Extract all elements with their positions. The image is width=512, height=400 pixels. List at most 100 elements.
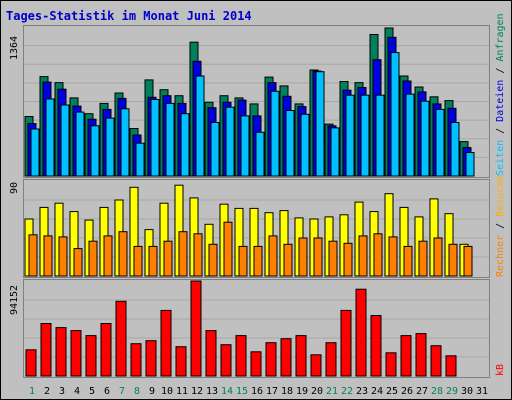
bar-seiten: [120, 108, 130, 177]
bar-seiten: [435, 108, 445, 177]
bar-kb: [160, 309, 172, 377]
bar-kb: [295, 335, 307, 377]
bar-seiten: [465, 152, 475, 177]
x-tick-label: 4: [74, 386, 80, 397]
x-axis-labels: 1 2 3 4 5 6 7 8 9 10 11 12 13 14 15 16 17 18 19 20 21 22 23 24 2…: [29, 386, 488, 397]
panel-middle-frame: [23, 179, 490, 278]
bar-rechner: [238, 245, 248, 277]
bar-kb: [205, 330, 217, 377]
bar-seiten: [450, 122, 460, 177]
panel-frames: [23, 25, 490, 378]
bar-seiten: [225, 106, 235, 177]
bar-seiten: [240, 115, 250, 177]
x-tick-label: 3: [59, 386, 65, 397]
bar-kb: [115, 300, 127, 377]
bar-seiten: [405, 93, 415, 177]
bar-rechner: [223, 221, 233, 277]
bar-rechner: [463, 245, 473, 277]
x-tick-label: 22: [341, 386, 353, 397]
legend-sep-1: /: [495, 122, 506, 140]
x-tick-label: 5: [89, 386, 95, 397]
panel-bottom-frame: [23, 279, 490, 378]
bar-kb: [415, 333, 427, 377]
bar-seiten: [345, 94, 355, 177]
bar-seiten: [150, 99, 160, 177]
chart-title: Tages-Statistik im Monat Juni 2014: [6, 9, 252, 23]
bar-rechner: [118, 231, 128, 277]
bar-rechner: [178, 231, 188, 277]
bar-kb: [130, 343, 142, 377]
x-tick-label: 8: [134, 386, 140, 397]
x-tick-label: 29: [446, 386, 458, 397]
x-tick-label: 28: [431, 386, 443, 397]
bar-kb: [145, 340, 157, 377]
x-tick-label: 10: [161, 386, 173, 397]
bar-rechner: [28, 234, 38, 277]
legend-dateien: Dateien: [495, 80, 506, 122]
bar-rechner: [148, 245, 158, 277]
legend-kb: kB: [495, 364, 506, 376]
x-tick-label: 20: [311, 386, 323, 397]
bar-rechner: [313, 237, 323, 277]
y-max-label-top: 1364: [9, 36, 20, 60]
bar-rechner: [193, 233, 203, 277]
bar-kb: [340, 309, 352, 377]
bar-seiten: [135, 142, 145, 177]
bar-rechner: [208, 243, 218, 277]
bar-rechner: [133, 245, 143, 277]
x-tick-label: 11: [176, 386, 188, 397]
x-tick-label: 26: [401, 386, 413, 397]
bar-rechner: [163, 240, 173, 277]
bar-seiten: [285, 110, 295, 177]
bar-seiten: [180, 113, 190, 177]
legend-anfragen: Anfragen: [495, 13, 506, 61]
bar-rechner: [328, 240, 338, 277]
legend-sep-2: /: [495, 62, 506, 80]
x-tick-label: 9: [149, 386, 155, 397]
bar-rechner: [58, 236, 68, 277]
bar-kb: [355, 288, 367, 377]
x-tick-label: 27: [416, 386, 428, 397]
x-tick-label: 15: [236, 386, 248, 397]
y-max-label-middle: 90: [9, 182, 20, 194]
bar-kb: [190, 280, 202, 377]
bar-rechner: [103, 235, 113, 277]
x-tick-label: 14: [221, 386, 233, 397]
x-tick-label: 6: [104, 386, 110, 397]
bar-kb: [310, 354, 322, 377]
panel-top-frame: [23, 25, 490, 178]
bar-kb: [325, 342, 337, 377]
bar-rechner: [268, 235, 278, 277]
bar-kb: [100, 323, 112, 377]
bar-rechner: [418, 240, 428, 277]
bar-rechner: [253, 245, 263, 277]
bar-kb: [445, 355, 457, 377]
x-tick-label: 12: [191, 386, 203, 397]
bar-kb: [370, 315, 382, 377]
x-tick-label: 18: [281, 386, 293, 397]
bar-seiten: [420, 100, 430, 177]
bar-seiten: [300, 113, 310, 177]
bar-rechner: [433, 237, 443, 277]
bar-seiten: [90, 125, 100, 177]
bar-seiten: [195, 75, 205, 177]
bar-seiten: [75, 111, 85, 177]
bar-rechner: [388, 236, 398, 277]
legend-besuche: Besuche: [495, 175, 506, 217]
bar-marks: [24, 27, 475, 377]
bar-kb: [235, 335, 247, 377]
bar-seiten: [105, 117, 115, 177]
x-tick-label: 13: [206, 386, 218, 397]
bar-kb: [70, 330, 82, 377]
bar-seiten: [255, 131, 265, 177]
legend-sep-3: /: [495, 217, 506, 235]
bar-kb: [40, 323, 52, 377]
bar-kb: [400, 335, 412, 377]
x-tick-label: 17: [266, 386, 278, 397]
x-tick-label: 16: [251, 386, 263, 397]
bar-rechner: [358, 235, 368, 277]
bar-kb: [280, 338, 292, 377]
bar-seiten: [210, 122, 220, 177]
bar-seiten: [330, 127, 340, 177]
